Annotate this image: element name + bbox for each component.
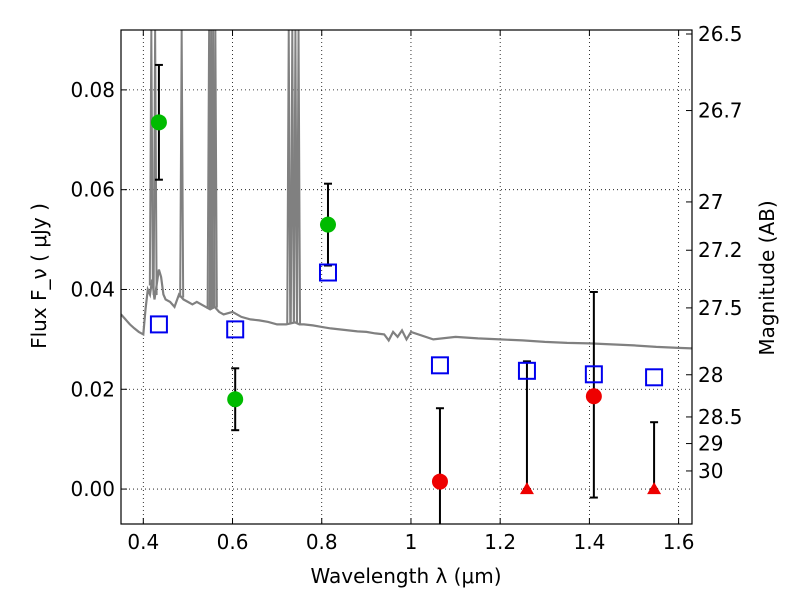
emission-line <box>292 30 298 323</box>
emission-line <box>289 30 295 324</box>
model-photometry-square <box>517 361 536 380</box>
model-photometry-square <box>318 263 337 282</box>
model-photometry-square <box>645 368 664 387</box>
y-tick-label: 0.06 <box>70 178 115 202</box>
upper-limit-triangle <box>647 482 662 495</box>
right-tick-label: 29 <box>698 432 723 456</box>
y-axis-label: Flux F_ν ( μJy ) <box>27 203 51 349</box>
data-marks <box>149 63 664 524</box>
right-tick-label: 26.7 <box>698 99 743 123</box>
x-tick-label: 0.4 <box>127 530 159 554</box>
right-tick-label: 30 <box>698 459 723 483</box>
model-spectrum <box>121 30 692 350</box>
data-point-nondetection <box>585 388 602 405</box>
model-photometry-square <box>226 320 245 339</box>
data-point-detection <box>227 391 244 408</box>
model-photometry-square <box>149 315 168 334</box>
upper-limit-triangle <box>519 482 534 495</box>
x-tick-label: 0.8 <box>306 530 338 554</box>
y-tick-label: 0.00 <box>70 477 115 501</box>
model-photometry-square <box>584 365 603 384</box>
grid-lines <box>121 30 692 524</box>
emission-line <box>296 30 302 325</box>
x-tick-label: 1 <box>405 530 418 554</box>
x-ticks: 0.4 0.6 0.8 1 1.2 1.4 1.6 <box>127 30 695 554</box>
right-magnitude-ticks: 26.5 26.7 27 27.2 27.5 28 28.5 29 30 <box>686 22 743 483</box>
right-tick-label: 28.5 <box>698 405 743 429</box>
x-tick-label: 0.6 <box>217 530 249 554</box>
y-tick-label: 0.08 <box>70 78 115 102</box>
right-tick-label: 27 <box>698 190 723 214</box>
x-tick-label: 1.4 <box>573 530 605 554</box>
emission-line <box>179 30 185 298</box>
emission-line <box>152 30 158 295</box>
x-axis-label: Wavelength λ (μm) <box>310 564 501 588</box>
y-tick-label: 0.04 <box>70 277 115 301</box>
data-point-detection <box>150 114 167 131</box>
right-tick-label: 27.5 <box>698 296 743 320</box>
emission-line <box>148 30 154 286</box>
data-point-detection <box>319 216 336 233</box>
plot-frame <box>120 29 693 525</box>
y-tick-label: 0.02 <box>70 377 115 401</box>
y-ticks: 0.00 0.02 0.04 0.06 0.08 <box>70 78 127 501</box>
right-tick-label: 27.2 <box>698 238 743 262</box>
emission-line <box>212 30 218 308</box>
right-tick-label: 26.5 <box>698 22 743 46</box>
data-point-nondetection <box>431 473 448 490</box>
right-axis-label: Magnitude (AB) <box>755 200 779 355</box>
model-spectrum-line <box>121 269 692 350</box>
right-tick-label: 28 <box>698 363 723 387</box>
model-photometry-square <box>430 356 449 375</box>
x-tick-label: 1.6 <box>663 530 695 554</box>
emission-line <box>286 30 292 324</box>
x-tick-label: 1.2 <box>484 530 516 554</box>
